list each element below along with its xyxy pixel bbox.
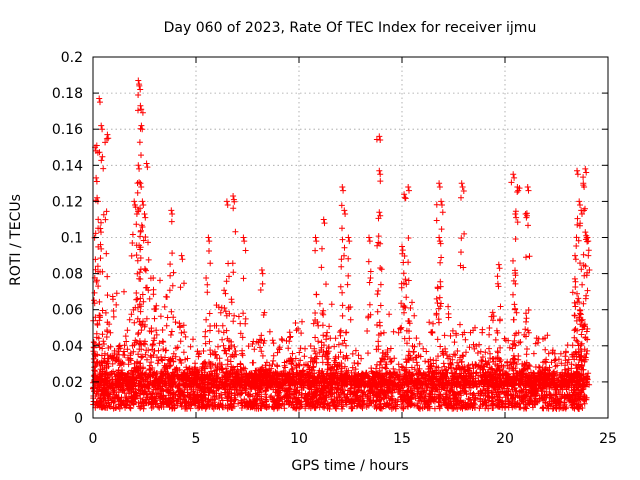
y-tick-label: 0.04 [52, 339, 83, 355]
y-tick-label: 0.12 [52, 194, 83, 210]
chart-title: Day 060 of 2023, Rate Of TEC Index for r… [164, 20, 537, 36]
y-tick-label: 0.18 [52, 86, 83, 102]
x-axis-label: GPS time / hours [291, 458, 408, 474]
x-tick-label: 15 [393, 431, 411, 447]
y-tick-label: 0.06 [52, 303, 83, 319]
y-tick-label: 0.02 [52, 375, 83, 391]
x-tick-label: 20 [496, 431, 514, 447]
data-points [90, 77, 593, 412]
x-tick-label: 5 [192, 431, 201, 447]
y-tick-label: 0.2 [61, 50, 83, 66]
roti-data-markers [90, 77, 593, 412]
y-tick-label: 0.16 [52, 122, 83, 138]
y-tick-label: 0.1 [61, 231, 83, 247]
y-tick-label: 0 [74, 411, 83, 427]
x-tick-label: 0 [89, 431, 98, 447]
x-tick-label: 25 [599, 431, 617, 447]
axis-ticks: 0 0.02 0.04 0.06 0.08 0.1 0.12 0.14 0.16 0.18 0.2 0… [52, 50, 617, 447]
y-axis-label: ROTI / TECUs [8, 194, 24, 286]
x-tick-label: 10 [290, 431, 308, 447]
y-tick-label: 0.08 [52, 267, 83, 283]
y-tick-label: 0.14 [52, 158, 83, 174]
